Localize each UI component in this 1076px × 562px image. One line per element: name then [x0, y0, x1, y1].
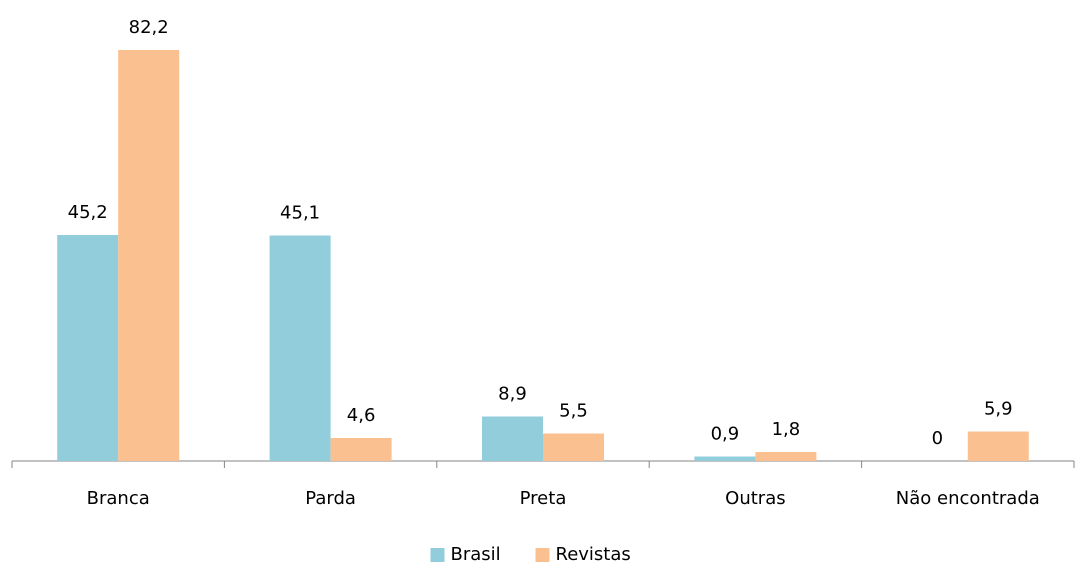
data-label: 1,8 — [772, 419, 801, 440]
legend-swatch — [535, 548, 550, 562]
legend-label: Brasil — [451, 544, 501, 562]
bar — [543, 433, 604, 461]
bar — [57, 235, 119, 461]
bar — [330, 438, 392, 461]
data-label: 82,2 — [129, 17, 169, 38]
x-tick-label: Outras — [725, 488, 785, 509]
x-tick-label: Parda — [305, 488, 356, 509]
legend-label: Revistas — [556, 544, 631, 562]
bar — [482, 416, 543, 461]
data-label: 5,5 — [559, 401, 588, 422]
bar — [694, 456, 756, 461]
data-label: 0,9 — [711, 424, 740, 445]
data-label: 4,6 — [347, 405, 376, 426]
data-label: 5,9 — [984, 399, 1013, 420]
bar — [269, 235, 331, 461]
x-tick-label: Preta — [520, 488, 567, 509]
data-label: 45,1 — [280, 203, 320, 224]
data-label: 0 — [932, 428, 943, 449]
bar — [967, 431, 1029, 461]
data-label: 45,2 — [68, 202, 108, 223]
x-tick-label: Não encontrada — [896, 488, 1040, 509]
bar — [118, 50, 180, 461]
legend-swatch — [430, 548, 445, 562]
bar — [755, 452, 817, 461]
x-tick-label: Branca — [87, 488, 150, 509]
data-label: 8,9 — [498, 384, 527, 405]
